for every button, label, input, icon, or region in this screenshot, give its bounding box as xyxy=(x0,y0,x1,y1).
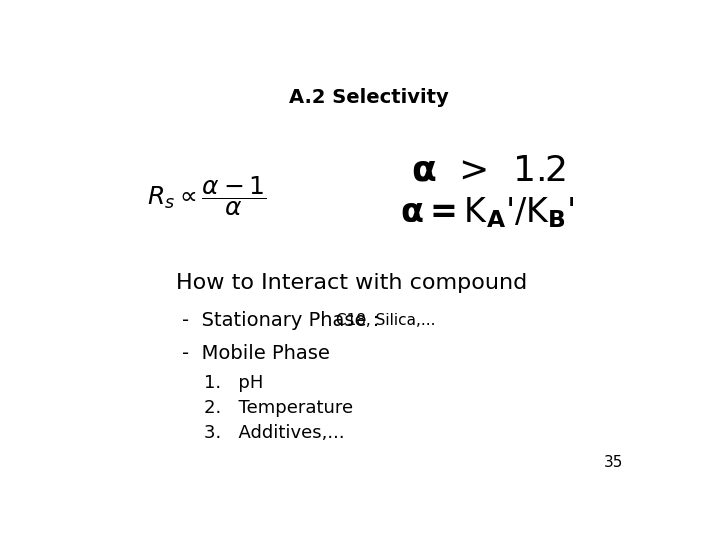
Text: 2.   Temperature: 2. Temperature xyxy=(204,399,354,417)
Text: $\mathit{R}_{\mathit{s}} \propto \dfrac{\alpha - 1}{\alpha}$: $\mathit{R}_{\mathit{s}} \propto \dfrac{… xyxy=(148,174,267,218)
Text: How to Interact with compound: How to Interact with compound xyxy=(176,273,528,293)
Text: -  Stationary Phase :: - Stationary Phase : xyxy=(182,311,386,330)
Text: $\mathbf{\alpha}$$\mathbf{=}$K$_\mathbf{A}$'/K$_\mathbf{B}$': $\mathbf{\alpha}$$\mathbf{=}$K$_\mathbf{… xyxy=(400,195,575,230)
Text: C18, Silica,...: C18, Silica,... xyxy=(336,313,435,328)
Text: 1.   pH: 1. pH xyxy=(204,374,264,392)
Text: 35: 35 xyxy=(603,455,623,470)
Text: 3.   Additives,...: 3. Additives,... xyxy=(204,424,345,442)
Text: $\mathbf{\alpha}$  >  1.2: $\mathbf{\alpha}$ > 1.2 xyxy=(411,154,566,188)
Text: A.2 Selectivity: A.2 Selectivity xyxy=(289,87,449,107)
Text: -  Mobile Phase: - Mobile Phase xyxy=(182,345,330,363)
